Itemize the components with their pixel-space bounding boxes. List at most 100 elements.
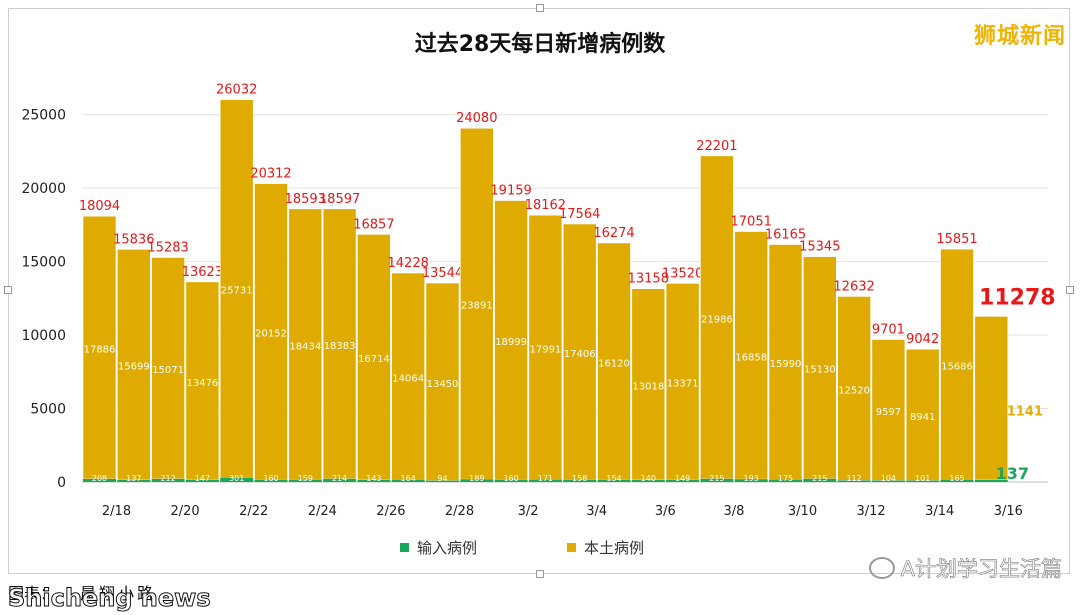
total-label: 26032 <box>216 83 257 98</box>
local-value-label: 15699 <box>118 362 150 373</box>
legend-item-local: 本土病例 <box>567 537 644 558</box>
imported-value-label: 160 <box>503 474 518 483</box>
bar-local <box>322 208 357 480</box>
bar-imported <box>357 479 391 482</box>
imported-value-label: 104 <box>881 474 896 483</box>
local-value-label: 15130 <box>804 365 836 376</box>
total-label: 24080 <box>456 111 497 126</box>
x-tick-label: 2/18 <box>102 504 131 519</box>
imported-value-label: 165 <box>949 474 964 483</box>
local-value-label: 14064 <box>392 373 424 384</box>
bar-local <box>185 281 220 481</box>
imported-value-label: 147 <box>195 474 210 483</box>
bar-imported <box>734 479 768 482</box>
total-label: 16857 <box>353 217 394 232</box>
bar-local <box>494 200 528 480</box>
resize-handle-top[interactable] <box>536 4 544 12</box>
local-value-label: 18434 <box>289 341 321 352</box>
source-label: 图表： <box>8 584 57 603</box>
total-label: 12632 <box>833 279 874 294</box>
bar-imported <box>254 479 288 482</box>
local-value-label: 13450 <box>427 379 459 390</box>
resize-handle-left[interactable] <box>4 286 12 294</box>
imported-value-label: 94 <box>437 474 447 483</box>
bar-imported <box>597 479 631 482</box>
bar-local <box>357 234 391 481</box>
bar-imported <box>700 478 734 482</box>
imported-value-label: 175 <box>778 474 793 483</box>
y-tick-label: 10000 <box>21 328 66 344</box>
x-tick-label: 3/4 <box>586 504 607 519</box>
resize-handle-bottom[interactable] <box>536 570 544 578</box>
x-tick-label: 3/2 <box>518 504 539 519</box>
x-tick-label: 2/26 <box>376 504 405 519</box>
local-value-label: 13476 <box>186 378 218 389</box>
bar-imported <box>803 478 837 482</box>
local-value-label: 21986 <box>701 314 733 325</box>
total-label: 18162 <box>525 198 566 213</box>
watermark-english: Shicheng news <box>8 584 212 613</box>
total-label: 13158 <box>628 272 669 287</box>
imported-value-label: 160 <box>263 474 278 483</box>
legend-item-imported: 输入病例 <box>400 537 477 558</box>
wechat-account-name: A计划学习生活篇 <box>900 557 1062 582</box>
x-tick-label: 3/12 <box>856 504 885 519</box>
local-value-label: 13018 <box>632 381 664 392</box>
x-tick-label: 2/20 <box>170 504 199 519</box>
bar-imported <box>769 479 802 482</box>
imported-value-label: 140 <box>641 474 656 483</box>
total-label: 15851 <box>936 232 977 247</box>
bar-imported <box>494 479 528 482</box>
total-label: 18593 <box>285 192 326 207</box>
bar-local <box>117 249 151 481</box>
bar-local <box>528 214 563 480</box>
imported-value-label: 154 <box>606 474 621 483</box>
local-value-label: 13371 <box>667 379 699 390</box>
x-tick-label: 3/6 <box>655 504 676 519</box>
bar-imported <box>426 480 459 482</box>
total-label: 17051 <box>731 215 772 230</box>
resize-handle-right[interactable] <box>1066 286 1074 294</box>
bar-imported <box>837 480 871 482</box>
local-value-label: 25731 <box>221 286 253 297</box>
local-value-label: 15071 <box>152 365 184 376</box>
wechat-watermark: A计划学习生活篇 <box>868 553 1062 583</box>
total-label: 19159 <box>490 184 531 199</box>
local-value-label: 20152 <box>255 329 287 340</box>
bar-local <box>940 248 974 480</box>
imported-value-label: 143 <box>366 474 381 483</box>
bar-imported <box>83 478 116 482</box>
y-tick-label: 20000 <box>21 181 66 197</box>
total-label: 13520 <box>662 266 703 281</box>
bar-imported <box>666 479 700 482</box>
imported-value-label: 208 <box>92 474 107 483</box>
bar-imported <box>940 479 974 482</box>
total-label: 9042 <box>906 332 939 347</box>
imported-value-label: 215 <box>812 474 827 483</box>
bar-local <box>837 296 871 481</box>
local-value-label: 18999 <box>495 337 527 348</box>
bar-imported <box>288 479 322 482</box>
total-label: 18597 <box>319 192 360 207</box>
source-name: 晨翔小路 <box>80 584 157 603</box>
bar-imported <box>906 480 940 482</box>
x-tick-label: 3/8 <box>723 504 744 519</box>
imported-value-label: 159 <box>298 474 313 483</box>
bar-local <box>288 208 323 480</box>
y-tick-label: 15000 <box>21 255 66 271</box>
imported-value-label: 137 <box>126 474 141 483</box>
imported-value-label: 214 <box>332 474 347 483</box>
imported-value-label: 164 <box>401 474 416 483</box>
local-value-label: 18383 <box>324 341 356 352</box>
imported-value-label: 101 <box>915 474 930 483</box>
legend-label-local: 本土病例 <box>584 539 645 557</box>
bar-imported <box>117 479 151 482</box>
bar-imported <box>974 479 1008 482</box>
source-credit: 图表： 晨翔小路 <box>8 580 156 604</box>
total-label: 17564 <box>559 207 600 222</box>
local-value-label: 16714 <box>358 354 390 365</box>
local-value-label: 15686 <box>941 361 973 372</box>
imported-value-label: 158 <box>572 474 587 483</box>
bar-imported <box>871 480 905 482</box>
local-value-label: 16120 <box>598 358 630 369</box>
